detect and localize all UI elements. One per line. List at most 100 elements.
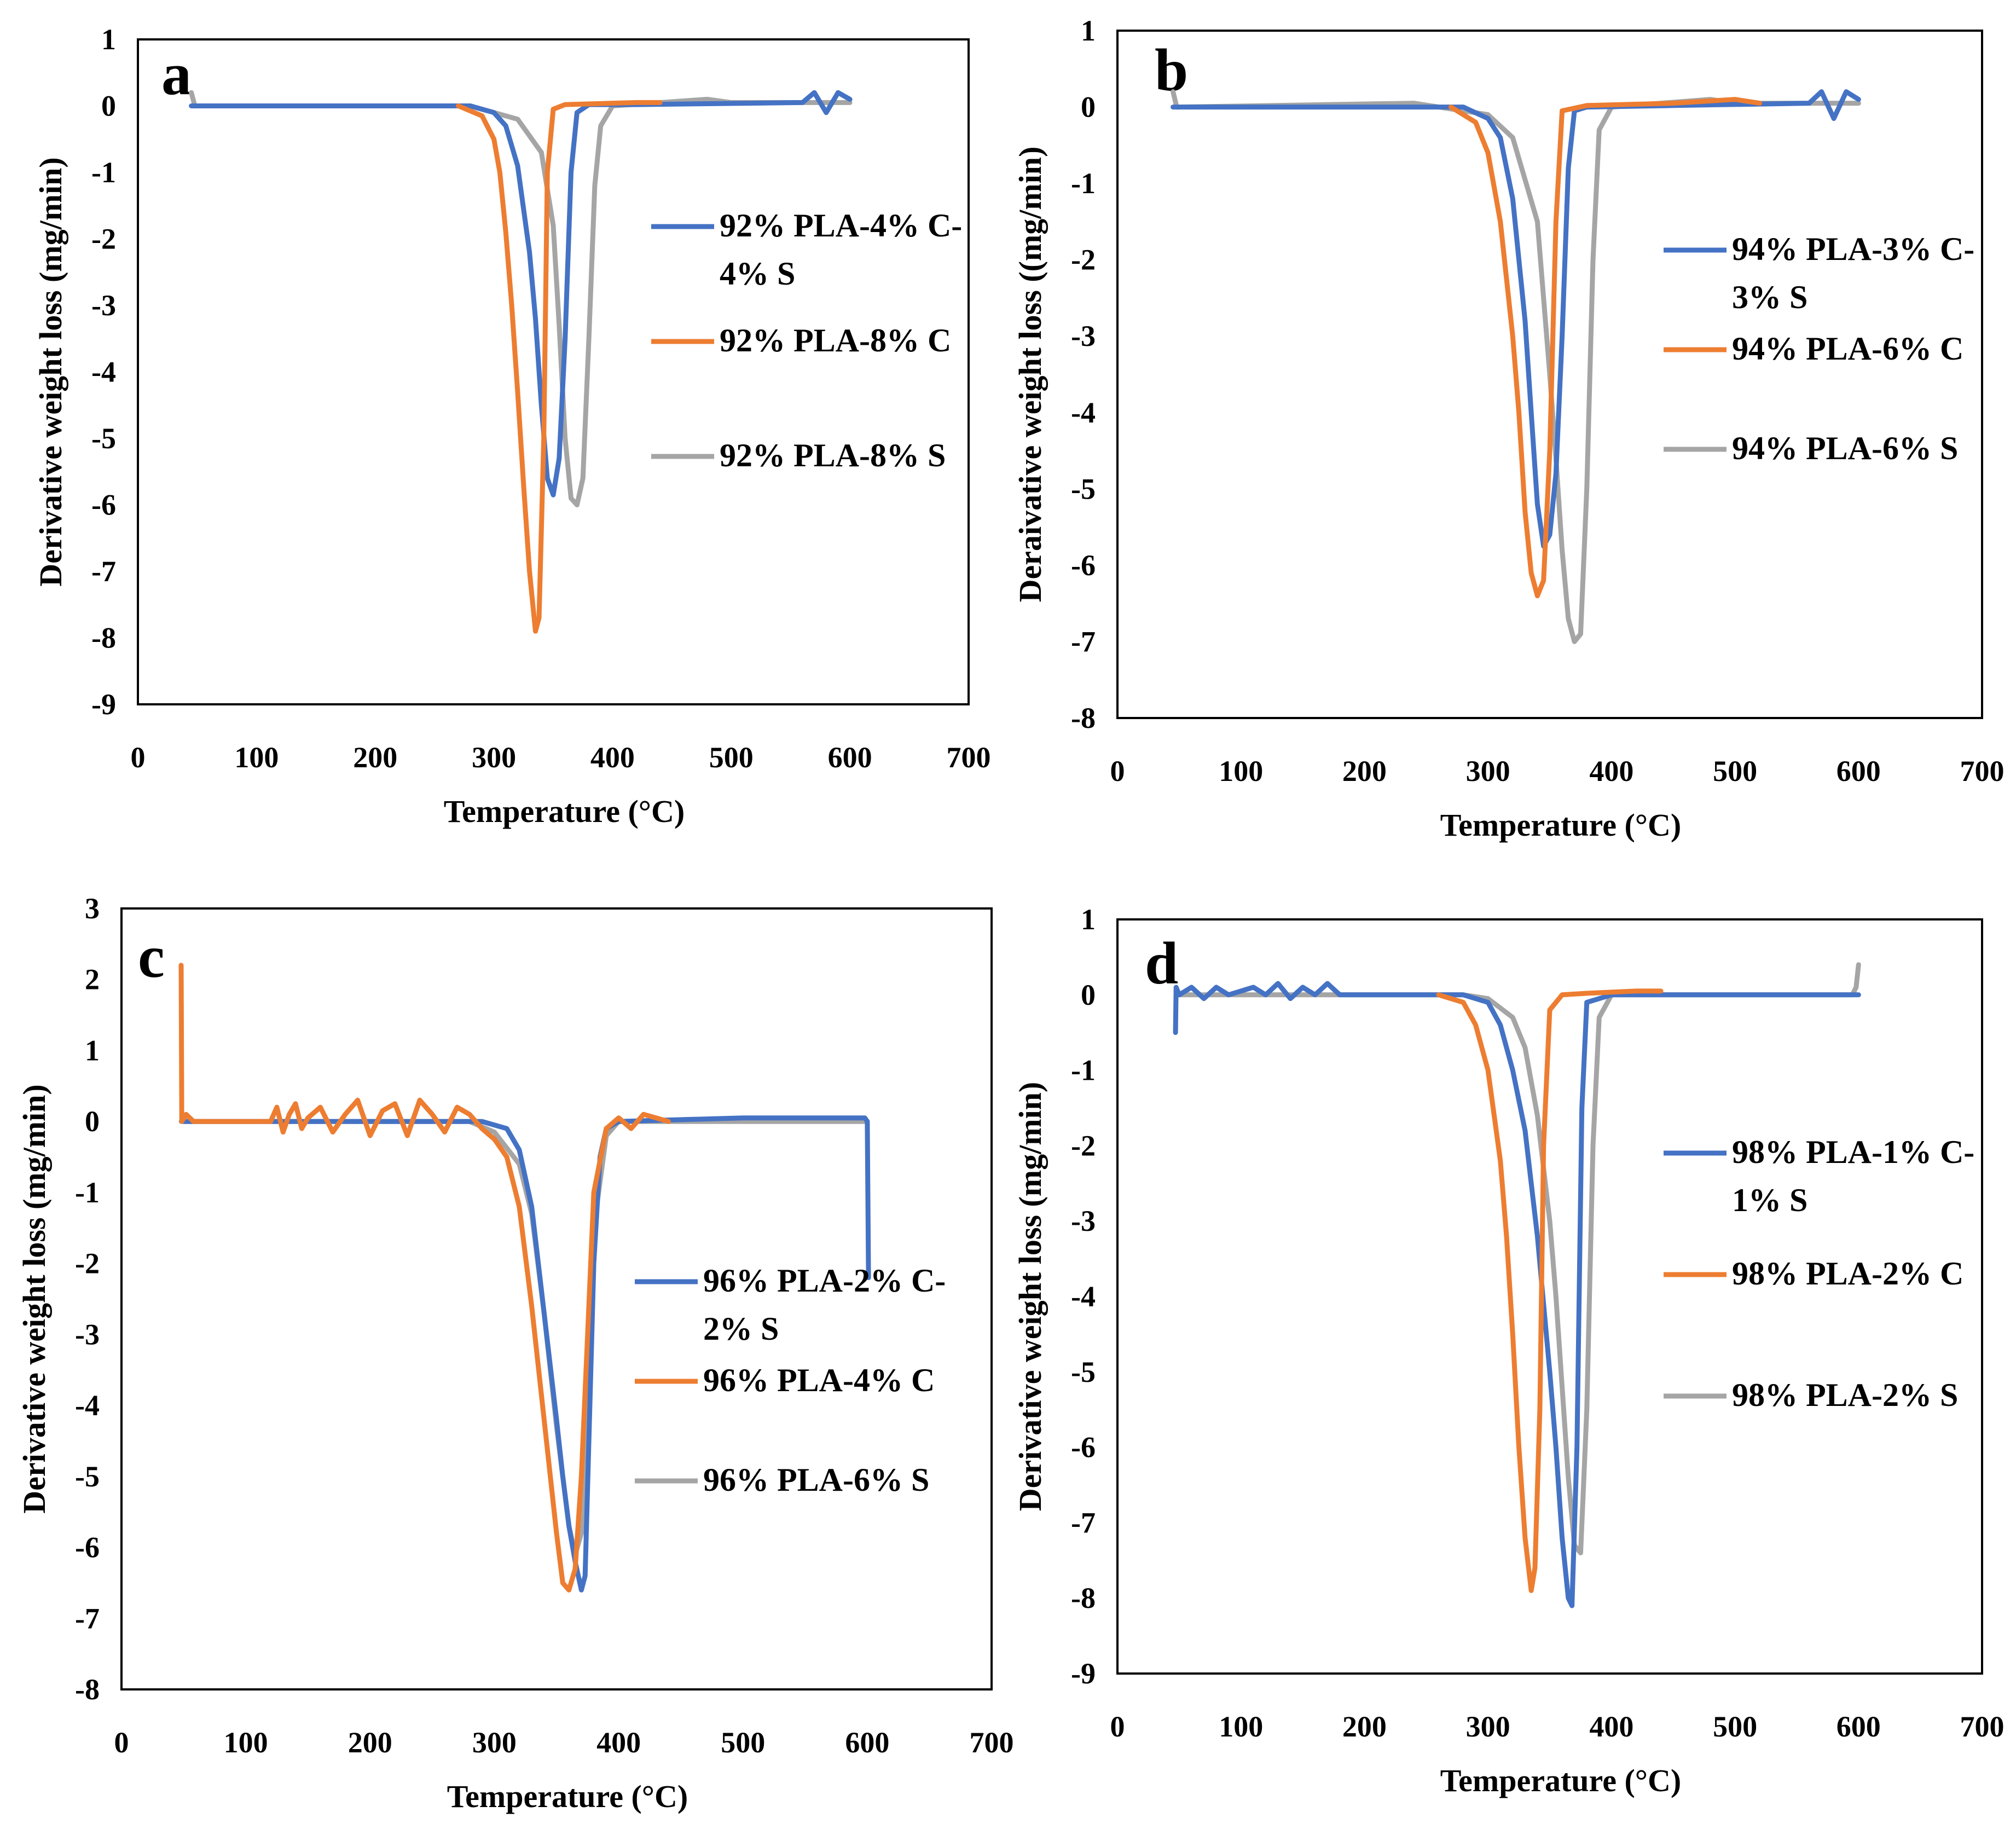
- series-line-98-pla-2-c: [1436, 988, 1664, 1593]
- y-axis-title: Derivative weight loss (mg/min): [1012, 1082, 1048, 1511]
- y-tick-label: -1: [1071, 167, 1096, 200]
- panel-letter: d: [1145, 930, 1178, 997]
- y-tick-label: -7: [1071, 1506, 1096, 1539]
- y-axis-title: Deraivative weight loss ((mg/min): [1012, 147, 1048, 603]
- x-tick-label: 700: [1960, 755, 2005, 788]
- plot-area-frame: [1116, 918, 1983, 1675]
- y-tick-label: -5: [91, 422, 116, 455]
- series-line-96-pla-4-c: [178, 963, 671, 1593]
- y-tick-label: -4: [1071, 1280, 1096, 1313]
- legend-entry-label: 96% PLA-6% S: [703, 1462, 929, 1498]
- x-tick-label: 700: [947, 741, 991, 774]
- y-axis-title: Derivative weight loss (mg/min): [16, 1084, 52, 1513]
- y-axis-title: Derivative weight loss (mg/min): [33, 157, 68, 586]
- y-tick-label: -2: [1071, 244, 1096, 276]
- legend-entry-label: 98% PLA-2% S: [1732, 1377, 1958, 1413]
- legend-entry-label: 1% S: [1732, 1182, 1808, 1218]
- y-tick-label: 0: [1081, 979, 1096, 1011]
- series-line-98-pla-1-c-1-s: [1173, 981, 1861, 1608]
- y-tick-label: -3: [75, 1318, 100, 1351]
- y-tick-label: -5: [1071, 1356, 1096, 1388]
- panel-letter: c: [138, 923, 165, 990]
- chart-panel-c: 0 100 200 300 400 500 600 700 3 2 1 0 -1 -2 -3 -4 -5 -6 -7…: [16, 892, 1014, 1814]
- x-tick-label: 600: [1837, 1710, 1881, 1743]
- y-tick-label: -4: [91, 356, 116, 389]
- x-tick-label: 500: [721, 1726, 765, 1759]
- y-tick-label: -1: [91, 156, 116, 189]
- y-tick-label: -7: [75, 1602, 100, 1635]
- legend-entry-label: 96% PLA-4% C: [703, 1362, 935, 1398]
- y-tick-label: -2: [1071, 1129, 1096, 1162]
- y-tick-label: -3: [1071, 1205, 1096, 1237]
- legend-entry-label: 94% PLA-3% C-: [1732, 231, 1974, 267]
- series-line-94-pla-6-c: [1448, 97, 1763, 599]
- legend-entry-label: 4% S: [720, 256, 795, 292]
- y-tick-label: -8: [1071, 1582, 1096, 1614]
- y-tick-label: -4: [1071, 396, 1096, 429]
- y-tick-label: -9: [91, 688, 116, 721]
- plot-area-frame: [120, 907, 993, 1691]
- y-tick-label: -8: [75, 1673, 100, 1706]
- panel-letter: a: [161, 40, 192, 107]
- x-tick-label: 300: [1466, 755, 1510, 788]
- series-line-96-pla-2-c-2-s: [181, 1115, 871, 1593]
- legend-entry-label: 3% S: [1732, 279, 1808, 315]
- x-tick-label: 0: [131, 741, 146, 774]
- legend-entry-label: 92% PLA-8% C: [720, 322, 951, 358]
- x-tick-label: 400: [1589, 755, 1633, 788]
- legend-entry-label: 92% PLA-4% C-: [720, 207, 962, 244]
- y-tick-label: 0: [85, 1105, 100, 1138]
- x-tick-label: 0: [114, 1726, 129, 1759]
- series-line-92-pla-4-c-4-s: [189, 90, 853, 497]
- y-tick-label: -6: [1071, 549, 1096, 582]
- y-tick-label: -8: [91, 622, 116, 655]
- y-tick-label: 1: [1081, 14, 1096, 47]
- legend-entry-label: 94% PLA-6% S: [1732, 430, 1958, 466]
- legend-entry-label: 98% PLA-1% C-: [1732, 1134, 1974, 1170]
- x-tick-label: 0: [1110, 1710, 1125, 1743]
- y-tick-label: -6: [91, 489, 116, 522]
- x-tick-label: 300: [1466, 1710, 1510, 1743]
- plot-area-frame: [137, 38, 970, 705]
- x-tick-label: 600: [845, 1726, 889, 1759]
- y-tick-label: -4: [75, 1389, 100, 1422]
- y-tick-label: -1: [1071, 1054, 1096, 1087]
- x-tick-label: 500: [709, 741, 754, 774]
- x-axis-title: Temperature (°C): [1440, 807, 1681, 843]
- x-axis-title: Temperature (°C): [444, 794, 685, 829]
- x-tick-label: 100: [1219, 755, 1263, 788]
- y-tick-label: -1: [75, 1176, 100, 1209]
- x-axis-title: Temperature (°C): [447, 1779, 688, 1814]
- y-tick-label: 3: [85, 892, 100, 925]
- x-tick-label: 400: [590, 741, 635, 774]
- chart-panel-a: 0 100 200 300 400 500 600 700 1 0 -1 -2 -3 -4 -5 -6 -7 -8…: [33, 23, 991, 829]
- legend-entry-label: 96% PLA-2% C-: [703, 1263, 946, 1299]
- x-tick-label: 500: [1713, 1710, 1757, 1743]
- y-tick-label: -2: [75, 1247, 100, 1280]
- y-tick-label: 1: [1081, 903, 1096, 936]
- y-tick-label: -5: [1071, 472, 1096, 505]
- y-tick-label: -5: [75, 1460, 100, 1493]
- x-tick-label: 100: [224, 1726, 268, 1759]
- x-tick-label: 700: [1960, 1710, 2005, 1743]
- x-tick-label: 200: [353, 741, 397, 774]
- x-tick-label: 700: [970, 1726, 1014, 1759]
- y-tick-label: 0: [1081, 91, 1096, 124]
- x-tick-label: 300: [472, 1726, 517, 1759]
- y-tick-label: -7: [91, 555, 116, 588]
- y-tick-label: 1: [85, 1034, 100, 1067]
- legend-entry-label: 98% PLA-2% C: [1732, 1255, 1963, 1292]
- chart-panel-b: 0 100 200 300 400 500 600 700 1 0 -1 -2 -3 -4 -5 -6 -7 -8…: [1012, 14, 2005, 843]
- y-tick-label: 0: [101, 90, 116, 123]
- x-tick-label: 100: [234, 741, 279, 774]
- legend-entry-label: 2% S: [703, 1311, 779, 1347]
- y-tick-label: -3: [91, 289, 116, 322]
- x-tick-label: 300: [472, 741, 516, 774]
- x-tick-label: 600: [828, 741, 872, 774]
- y-tick-label: -8: [1071, 702, 1096, 734]
- legend-entry-label: 94% PLA-6% C: [1732, 331, 1963, 367]
- x-tick-label: 200: [348, 1726, 392, 1759]
- x-tick-label: 600: [1837, 755, 1881, 788]
- x-tick-label: 400: [596, 1726, 641, 1759]
